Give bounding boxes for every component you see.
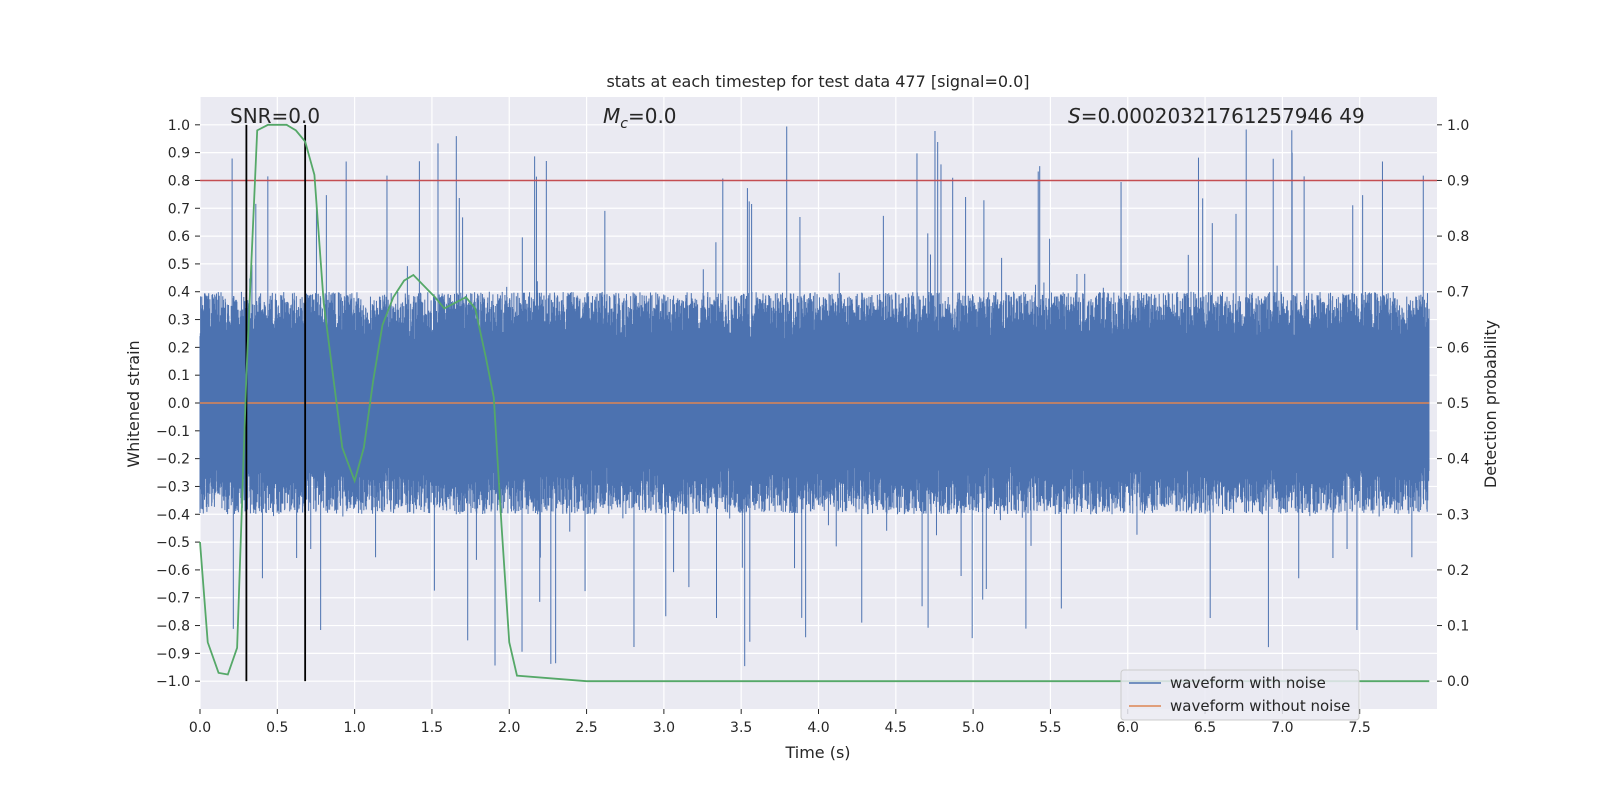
y-tick-label: 0.0 — [168, 396, 190, 412]
x-tick-label: 1.5 — [421, 720, 443, 736]
y-tick-label: 0.6 — [168, 229, 190, 245]
y2-tick-label: 1.0 — [1447, 118, 1469, 134]
y-tick-label: 0.5 — [168, 257, 190, 273]
x-tick-label: 5.5 — [1039, 720, 1061, 736]
detection-probability-line — [199, 123, 1430, 683]
x-tick-label: 3.5 — [730, 720, 752, 736]
y-tick-label: −0.2 — [156, 452, 190, 468]
x-axis-label: Time (s) — [784, 743, 850, 762]
y-tick-label: 0.1 — [168, 368, 190, 384]
y2-tick-label: 0.8 — [1447, 229, 1469, 245]
y2-tick-label: 0.5 — [1447, 396, 1469, 412]
y-tick-label: −0.4 — [156, 507, 190, 523]
y2-axis-label: Detection probability — [1481, 320, 1500, 488]
y-tick-labels: 1.0 0.9 0.8 0.7 0.6 0.5 0.4 0.3 0.2 0.1 0.0 −0.1 −0.… — [156, 118, 190, 690]
y-axis-label: Whitened strain — [124, 340, 143, 467]
y-tick-label: −0.8 — [156, 619, 190, 635]
y2-tick-label: 0.1 — [1447, 619, 1469, 635]
score-value: =0.00020321761257946 49 — [1081, 104, 1365, 128]
x-tick-label: 7.0 — [1271, 720, 1293, 736]
y-tick-label: −0.7 — [156, 591, 190, 607]
legend-box — [1120, 669, 1360, 721]
x-tick-label: 4.0 — [807, 720, 829, 736]
x-tick-label: 2.0 — [498, 720, 520, 736]
y-tick-label: 0.7 — [168, 201, 190, 217]
x-tick-label: 3.0 — [653, 720, 675, 736]
x-tick-label: 6.0 — [1117, 720, 1139, 736]
chart-title: stats at each timestep for test data 477… — [606, 72, 1029, 91]
overlays — [199, 123, 1437, 683]
x-tick-label: 0.5 — [266, 720, 288, 736]
x-tick-label: 4.5 — [885, 720, 907, 736]
chirp-mass-subscript: c — [620, 116, 628, 132]
x-tick-labels: 0.0 0.5 1.0 1.5 2.0 2.5 3.0 3.5 4.0 4.5 5.0 5.5 6.0 6… — [189, 720, 1371, 736]
chirp-mass-value: =0.0 — [628, 104, 677, 128]
y-tick-label: −0.9 — [156, 646, 190, 662]
score-annotation: S=0.00020321761257946 49 — [1068, 104, 1365, 128]
y-tick-label: 0.3 — [168, 313, 190, 329]
legend-label-waveform-with-noise: waveform with noise — [1170, 674, 1326, 692]
y-tick-label: 1.0 — [168, 118, 190, 134]
y-tick-label: −0.6 — [156, 563, 190, 579]
x-tick-label: 0.0 — [189, 720, 211, 736]
y2-tick-label: 0.2 — [1447, 563, 1469, 579]
score-symbol: S — [1068, 104, 1081, 128]
y2-tick-label: 0.9 — [1447, 173, 1469, 189]
x-tick-label: 2.5 — [575, 720, 597, 736]
x-tick-label: 1.0 — [343, 720, 365, 736]
y2-tick-labels: 1.0 0.9 0.8 0.7 0.6 0.5 0.4 0.3 0.2 0.1 0.0 — [1447, 118, 1469, 690]
y-tick-label: −1.0 — [156, 674, 190, 690]
y2-tick-label: 0.0 — [1447, 674, 1469, 690]
y-tick-label: 0.8 — [168, 173, 190, 189]
y-tick-label: −0.1 — [156, 424, 190, 440]
chirp-mass-annotation: Mc=0.0 — [603, 104, 677, 132]
y-tick-label: 0.9 — [168, 146, 190, 162]
y-tick-label: 0.4 — [168, 285, 190, 301]
y2-tick-label: 0.4 — [1447, 452, 1469, 468]
legend-label-waveform-without-noise: waveform without noise — [1170, 697, 1350, 715]
snr-annotation: SNR=0.0 — [230, 104, 320, 128]
x-tick-label: 6.5 — [1194, 720, 1216, 736]
x-tick-label: 5.0 — [962, 720, 984, 736]
y-tick-label: 0.2 — [168, 340, 190, 356]
y2-tick-label: 0.3 — [1447, 507, 1469, 523]
y2-tick-label: 0.6 — [1447, 340, 1469, 356]
y-tick-label: −0.3 — [156, 479, 190, 495]
y-tick-label: −0.5 — [156, 535, 190, 551]
x-tick-label: 7.5 — [1349, 720, 1371, 736]
chirp-mass-symbol: M — [603, 104, 620, 128]
legend: waveform with noise waveform without noi… — [1120, 669, 1360, 721]
y2-tick-label: 0.7 — [1447, 285, 1469, 301]
